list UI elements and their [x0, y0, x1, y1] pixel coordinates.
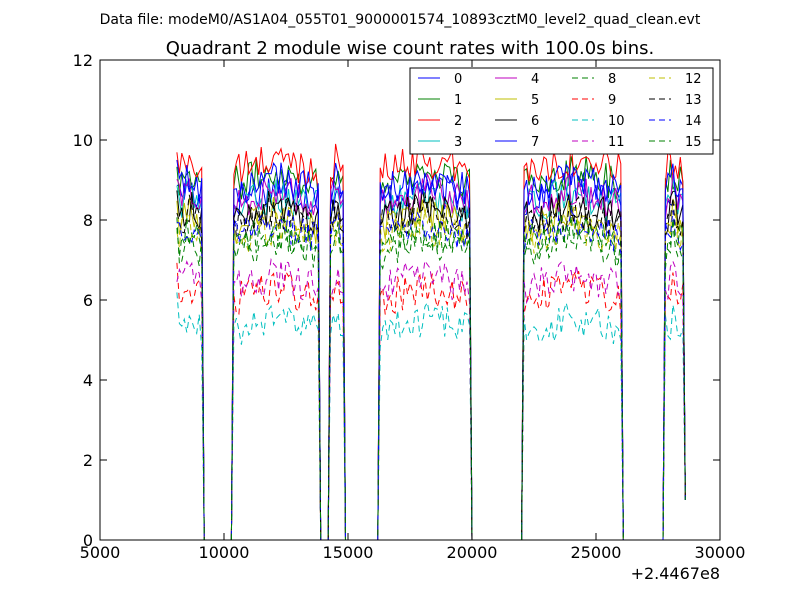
series-line-10 — [176, 292, 686, 541]
y-tick-label: 12 — [73, 51, 93, 70]
legend-label-11: 11 — [608, 135, 625, 150]
series-line-12 — [176, 210, 686, 541]
x-tick-label: 15000 — [323, 543, 374, 562]
legend-label-8: 8 — [608, 72, 616, 87]
series-line-11 — [176, 257, 686, 541]
y-tick-label: 2 — [83, 451, 93, 470]
x-tick-label: 5000 — [80, 543, 121, 562]
y-tick-label: 10 — [73, 131, 93, 150]
series-line-14 — [176, 208, 686, 541]
legend-label-13: 13 — [685, 93, 702, 108]
series-line-15 — [176, 216, 686, 541]
y-tick-label: 4 — [83, 371, 93, 390]
legend-label-10: 10 — [608, 114, 625, 129]
legend-label-7: 7 — [531, 135, 539, 150]
data-file-line: Data file: modeM0/AS1A04_055T01_90000015… — [100, 12, 701, 28]
series-layer — [176, 141, 686, 541]
y-tick-label: 6 — [83, 291, 93, 310]
series-line-4 — [176, 172, 686, 541]
legend-label-12: 12 — [685, 72, 702, 87]
legend-label-2: 2 — [454, 114, 462, 129]
legend-label-6: 6 — [531, 114, 539, 129]
legend-label-14: 14 — [685, 114, 702, 129]
x-tick-label: 30000 — [695, 543, 746, 562]
legend-box — [409, 67, 714, 155]
series-line-13 — [176, 192, 686, 541]
series-line-7 — [176, 159, 686, 541]
legend-label-0: 0 — [454, 72, 462, 87]
x-tick-label: 10000 — [199, 543, 250, 562]
chart-title: Quadrant 2 module wise count rates with … — [166, 38, 655, 59]
y-tick-label: 8 — [83, 211, 93, 230]
x-offset-label: +2.4467e8 — [631, 564, 720, 583]
y-tick-label: 0 — [83, 531, 93, 550]
legend-label-9: 9 — [608, 93, 616, 108]
series-line-9 — [176, 262, 686, 541]
legend-label-3: 3 — [454, 135, 462, 150]
x-tick-label: 20000 — [447, 543, 498, 562]
legend-label-1: 1 — [454, 93, 462, 108]
legend-label-5: 5 — [531, 93, 539, 108]
series-line-1 — [176, 156, 686, 541]
x-tick-label: 25000 — [571, 543, 622, 562]
legend-label-15: 15 — [685, 135, 702, 150]
series-line-8 — [176, 217, 686, 541]
legend-label-4: 4 — [531, 72, 539, 87]
